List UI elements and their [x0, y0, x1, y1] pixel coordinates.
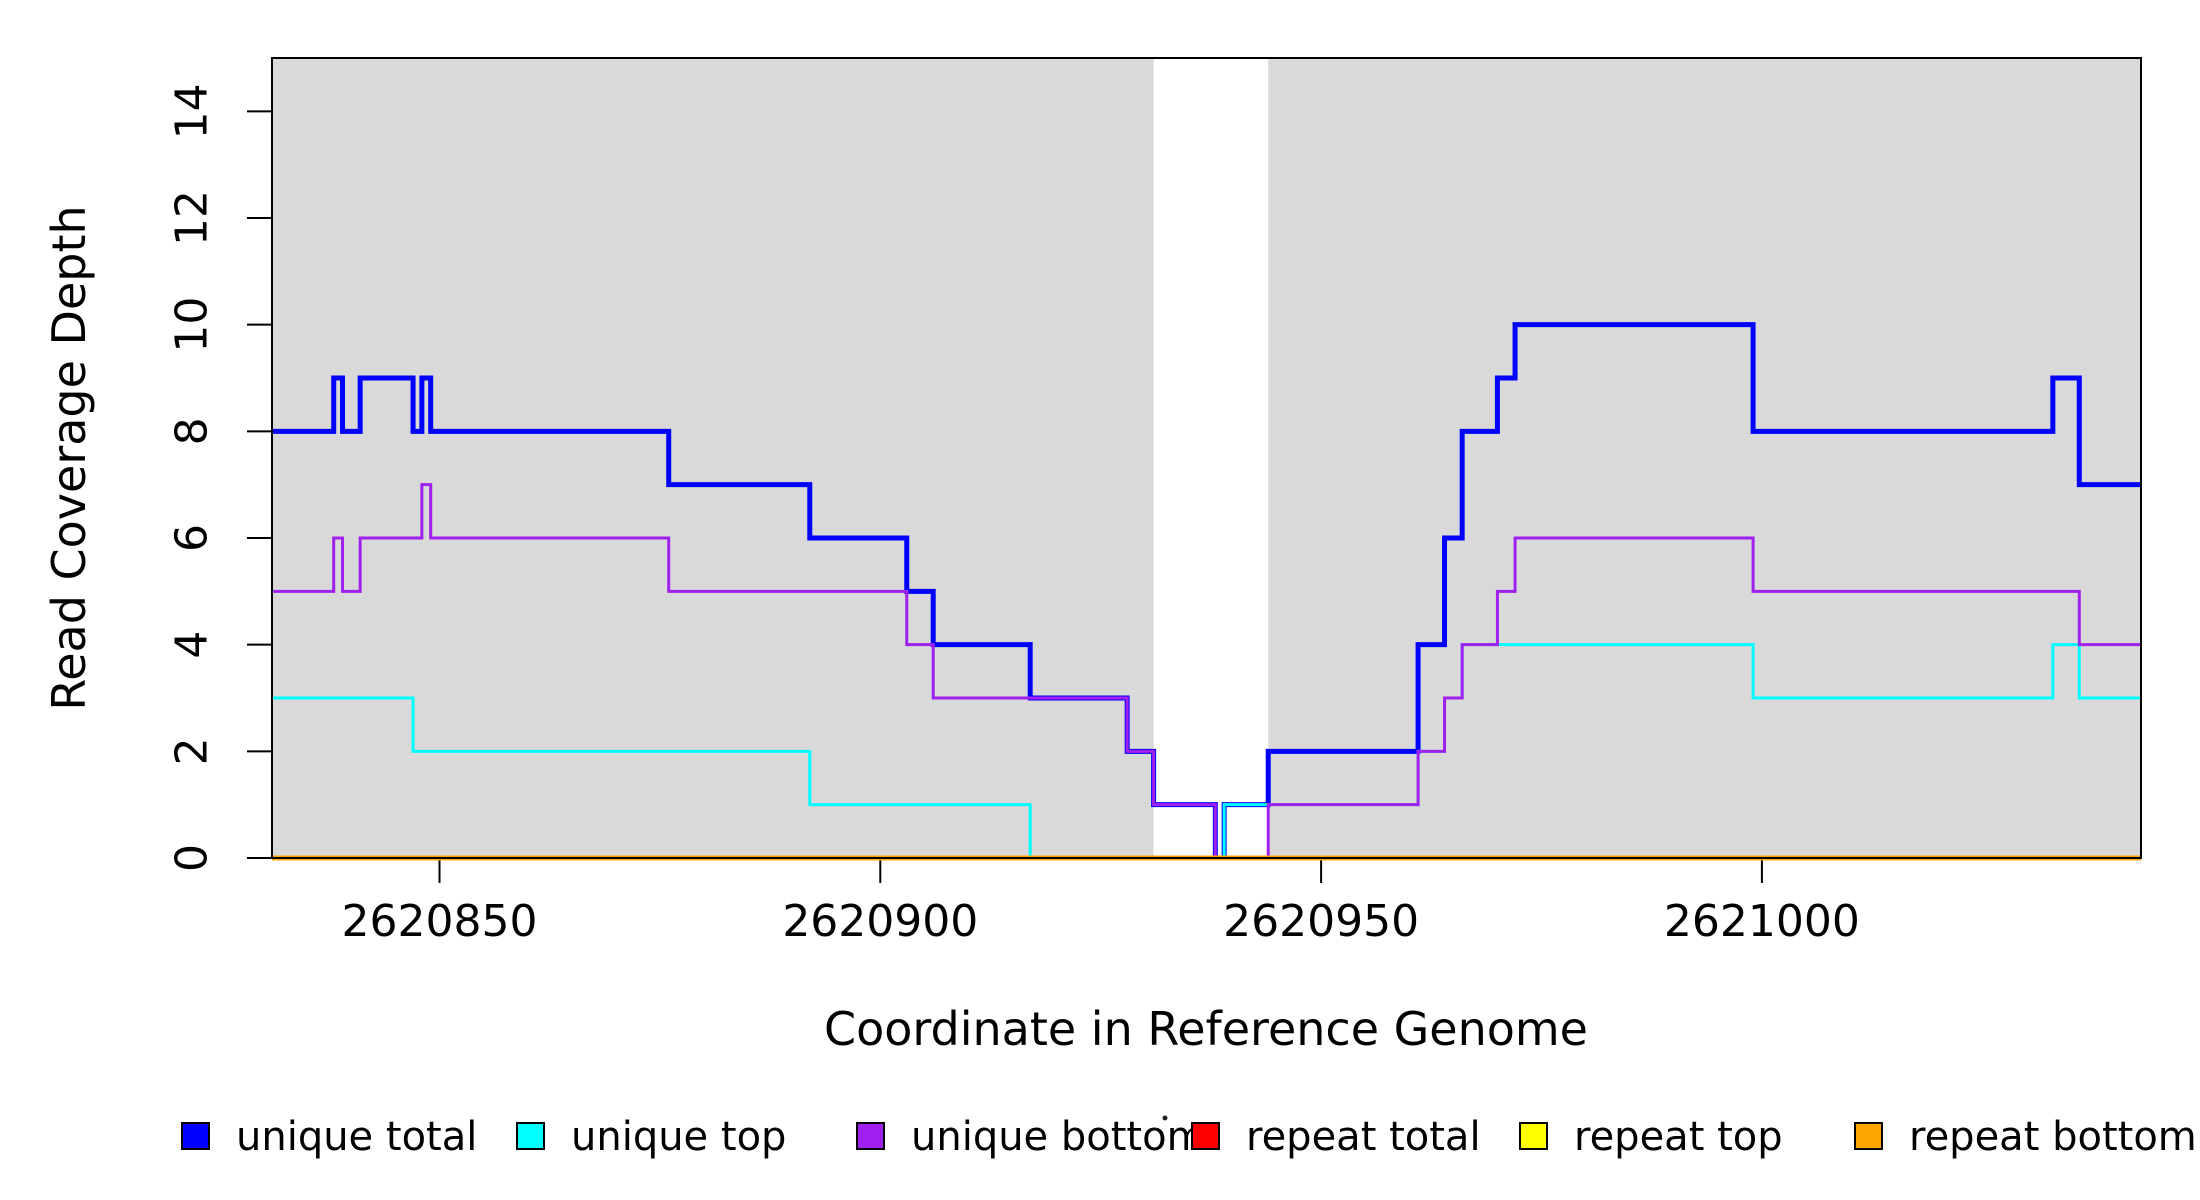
legend-label-unique-bottom: unique bottom: [911, 1114, 1206, 1160]
y-tick-label: 12: [167, 190, 218, 246]
y-axis-title: Read Coverage Depth: [42, 205, 96, 710]
stray-dot: [1162, 1115, 1168, 1121]
x-tick-label: 2620950: [1223, 896, 1419, 947]
y-tick-label: 8: [167, 417, 218, 445]
x-axis-title: Coordinate in Reference Genome: [824, 1002, 1588, 1056]
y-tick-label: 0: [167, 844, 218, 872]
legend-swatch-unique-total: [181, 1122, 210, 1150]
shade-region: [1268, 58, 2141, 858]
plot-frame: [271, 57, 2142, 859]
legend-swatch-unique-top: [516, 1122, 545, 1150]
y-tick-label: 4: [167, 631, 218, 659]
legend-label-repeat-total: repeat total: [1246, 1114, 1481, 1160]
x-tick-label: 2620900: [782, 896, 978, 947]
shade-region: [272, 58, 1154, 858]
y-tick-label: 14: [167, 83, 218, 139]
legend-swatch-unique-bottom: [856, 1122, 885, 1150]
y-tick-label: 6: [167, 524, 218, 552]
legend-swatch-repeat-top: [1519, 1122, 1548, 1150]
x-tick-label: 2621000: [1664, 896, 1860, 947]
legend-swatch-repeat-bottom: [1854, 1122, 1883, 1150]
y-tick-label: 10: [167, 297, 218, 353]
series-unique-bottom: [272, 483, 2141, 860]
x-tick-label: 2620850: [342, 896, 538, 947]
legend-label-unique-top: unique top: [571, 1114, 786, 1160]
legend-label-repeat-bottom: repeat bottom: [1909, 1114, 2197, 1160]
legend-swatch-repeat-total: [1191, 1122, 1220, 1150]
y-tick-label: 2: [167, 737, 218, 765]
legend-label-repeat-top: repeat top: [1574, 1114, 1783, 1160]
legend-label-unique-total: unique total: [236, 1114, 477, 1160]
